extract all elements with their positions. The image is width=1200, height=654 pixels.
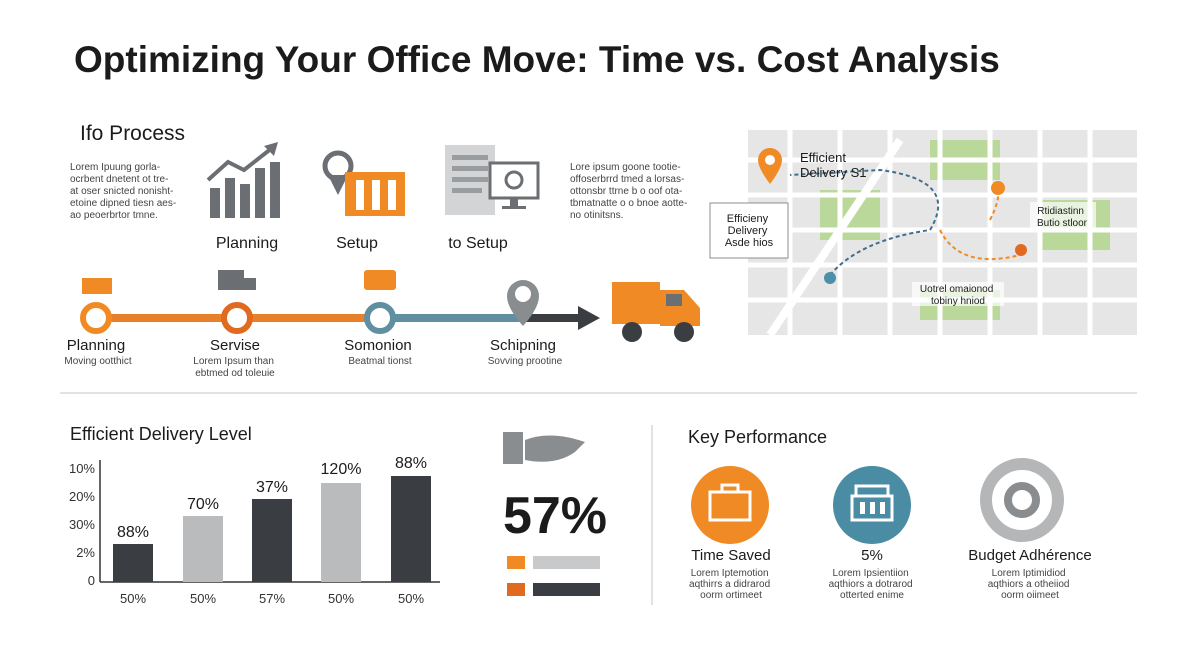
- step-text: Beatmal tionst: [348, 356, 412, 367]
- bar-label: 88%: [117, 524, 149, 541]
- x-label: 50%: [328, 591, 354, 606]
- hand-icon: [503, 432, 585, 464]
- kpi-title: Time Saved: [691, 547, 770, 564]
- icon-label: Planning: [216, 235, 278, 252]
- icon-label: to Setup: [448, 235, 508, 252]
- kpi-icon: [691, 458, 1064, 544]
- bar-label: 37%: [256, 479, 288, 496]
- title: Optimizing Your Office Move: Time vs. Co…: [74, 39, 1000, 80]
- kpi-text: Lorem Iptemotion aqthirrs a didrarod oor…: [689, 568, 773, 601]
- bar-label: 120%: [321, 461, 362, 478]
- kpi-text: Lorem Ipsientiion aqthiors a dotrarod ot…: [829, 568, 916, 601]
- y-label: 30%: [69, 517, 95, 532]
- chart-icon: [206, 142, 280, 218]
- map-callout: Efficieny Delivery Asde hios: [725, 213, 774, 249]
- step-text: Sovving prootine: [488, 356, 563, 367]
- y-label: 20%: [69, 489, 95, 504]
- legend-swatch: [507, 583, 525, 596]
- step-title: Schipning: [490, 337, 556, 354]
- lorem-text: Lore ipsum goone tootie- offoserbrrd tme…: [570, 162, 690, 221]
- bar: [113, 544, 153, 582]
- y-label: 0: [88, 573, 95, 588]
- legend-swatch: [507, 556, 525, 569]
- map-label: Uotrel omaionod tobiny hniod: [920, 284, 996, 307]
- kpi-title: 5%: [861, 547, 883, 564]
- map-label: Efficient Delivery S1: [800, 150, 866, 180]
- map-label: Rtidiastinn Butio stloor: [1037, 206, 1088, 229]
- legend-bar: [533, 556, 600, 569]
- y-label: 2%: [76, 545, 95, 560]
- step-text: Lorem Ipsum than ebtmed od toleuie: [193, 356, 276, 379]
- stat-value: 57%: [503, 487, 607, 545]
- map: [709, 130, 1137, 338]
- bar-label: 70%: [187, 496, 219, 513]
- legend-bar: [533, 583, 600, 596]
- panel-title: Key Performance: [688, 427, 827, 447]
- icon-label: Setup: [336, 235, 378, 252]
- document-icon: [445, 145, 540, 215]
- bar: [183, 516, 223, 582]
- kpi-text: Lorem Iptimidiod aqthiors a otheiiod oor…: [988, 568, 1073, 601]
- x-label: 50%: [190, 591, 216, 606]
- step-title: Planning: [67, 337, 125, 354]
- section-heading: Ifo Process: [80, 122, 185, 145]
- timeline: [80, 270, 700, 342]
- bar-label: 88%: [395, 455, 427, 472]
- kpi-title: Budget Adhérence: [968, 547, 1091, 564]
- lorem-text: Lorem Ipuung gorla- ocrbent dnetent ot t…: [70, 162, 179, 221]
- x-label: 50%: [398, 591, 424, 606]
- x-label: 50%: [120, 591, 146, 606]
- step-title: Servise: [210, 337, 260, 354]
- bar: [391, 476, 431, 582]
- bar: [321, 483, 361, 582]
- x-label: 57%: [259, 591, 285, 606]
- setup-icon: [322, 150, 405, 216]
- step-text: Moving ootthict: [64, 356, 131, 367]
- step-title: Somonion: [344, 337, 412, 354]
- bar: [252, 499, 292, 582]
- panel-title: Efficient Delivery Level: [70, 424, 252, 444]
- y-label: 10%: [69, 461, 95, 476]
